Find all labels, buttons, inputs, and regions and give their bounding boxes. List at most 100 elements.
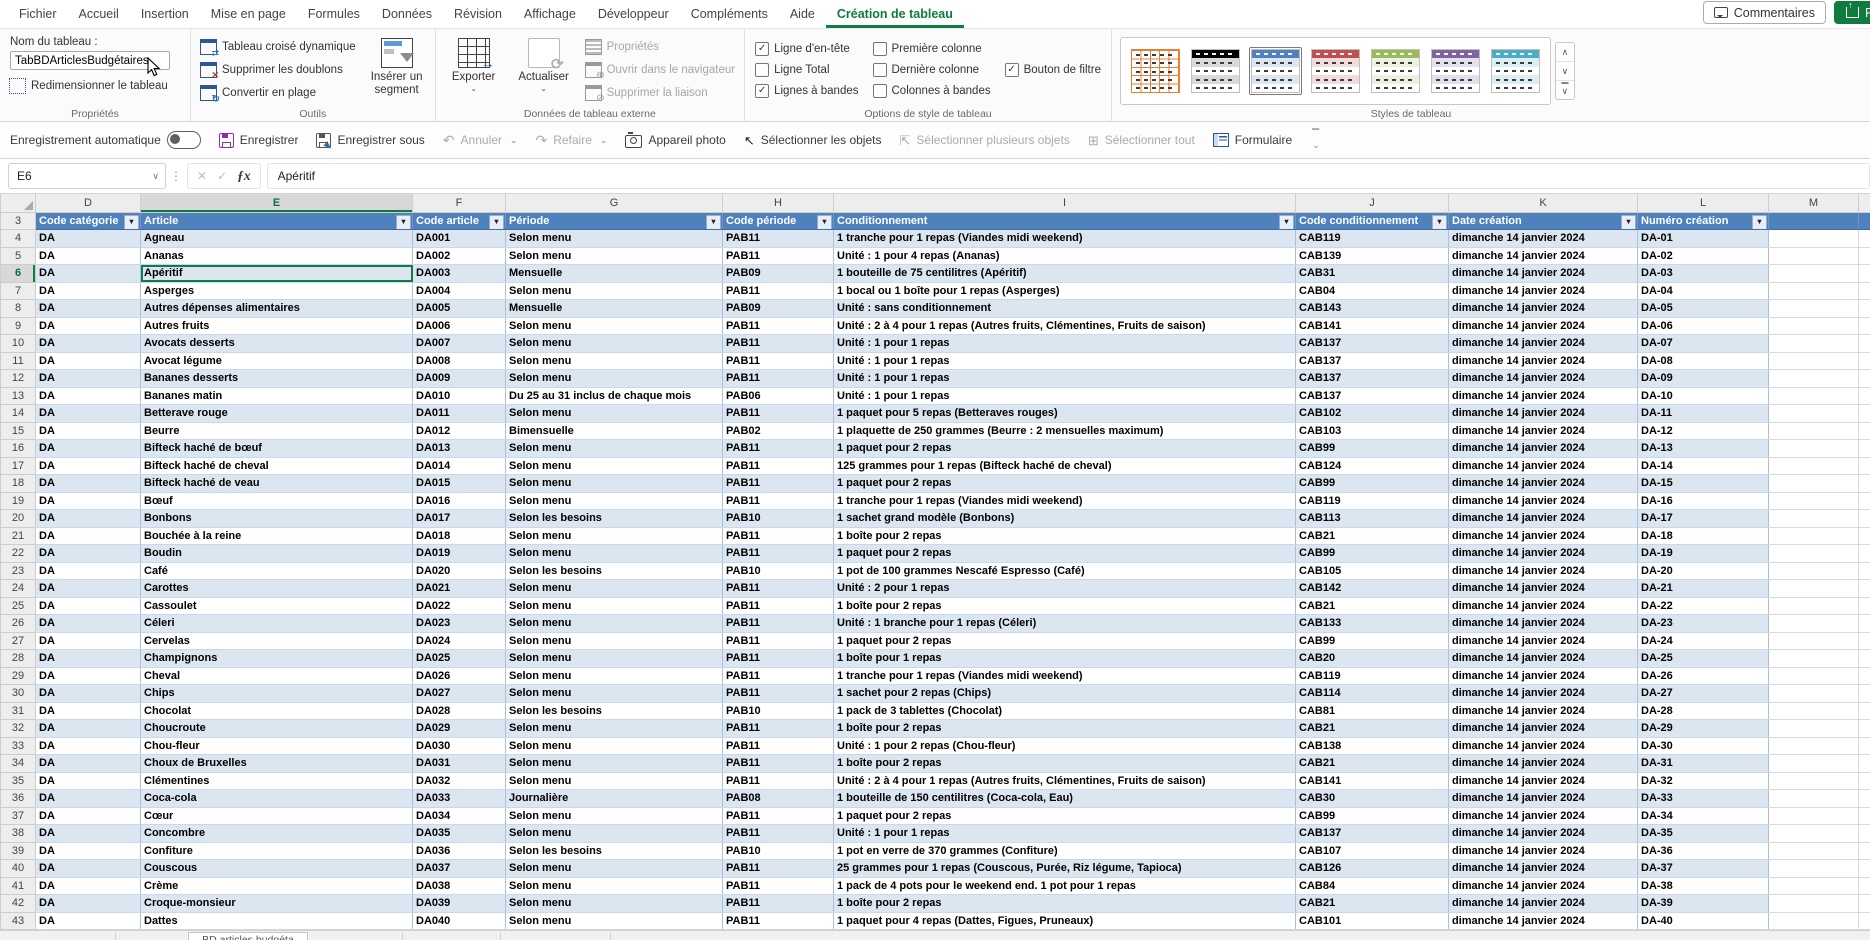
- empty-cell[interactable]: [1768, 369, 1859, 388]
- cell-K7[interactable]: dimanche 14 janvier 2024: [1448, 282, 1638, 300]
- cell-I43[interactable]: 1 paquet pour 4 repas (Dattes, Figues, P…: [833, 912, 1296, 930]
- empty-cell[interactable]: [1858, 457, 1870, 475]
- row-header-34[interactable]: 34: [0, 754, 36, 773]
- cell-D9[interactable]: DA: [35, 317, 141, 335]
- cell-I16[interactable]: 1 paquet pour 2 repas: [833, 439, 1296, 458]
- row-header-33[interactable]: 33: [0, 737, 36, 755]
- cell-F20[interactable]: DA017: [412, 509, 506, 528]
- cell-D24[interactable]: DA: [35, 579, 141, 598]
- cell-I15[interactable]: 1 plaquette de 250 grammes (Beurre : 2 m…: [833, 422, 1296, 440]
- empty-cell[interactable]: [1858, 754, 1870, 773]
- cell-L17[interactable]: DA-14: [1637, 457, 1769, 475]
- cell-H38[interactable]: PAB11: [722, 824, 834, 843]
- table-column-header[interactable]: Numéro création ▼: [1637, 212, 1769, 230]
- cell-K20[interactable]: dimanche 14 janvier 2024: [1448, 509, 1638, 528]
- cell-G6[interactable]: Mensuelle: [505, 264, 723, 283]
- cell-H8[interactable]: PAB09: [722, 299, 834, 318]
- remove-duplicates-button[interactable]: Supprimer les doublons: [197, 60, 359, 81]
- style-option-derni-re-colonne[interactable]: Dernière colonne: [872, 63, 991, 77]
- empty-cell[interactable]: [1768, 632, 1859, 650]
- cell-I19[interactable]: 1 tranche pour 1 repas (Viandes midi wee…: [833, 492, 1296, 510]
- autosave-toggle[interactable]: [166, 131, 201, 149]
- cell-D17[interactable]: DA: [35, 457, 141, 475]
- active-sheet-tab[interactable]: BD articles budgéta: [188, 932, 308, 940]
- cell-I10[interactable]: Unité : 1 pour 1 repas: [833, 334, 1296, 353]
- row-header-24[interactable]: 24: [0, 579, 36, 598]
- empty-cell[interactable]: [1858, 474, 1870, 493]
- cell-G19[interactable]: Selon menu: [505, 492, 723, 510]
- cell-D35[interactable]: DA: [35, 772, 141, 790]
- empty-cell[interactable]: [1858, 877, 1870, 895]
- cell-K22[interactable]: dimanche 14 janvier 2024: [1448, 544, 1638, 563]
- menu-tab-aide[interactable]: Aide: [789, 7, 815, 21]
- cell-J4[interactable]: CAB119: [1295, 229, 1449, 248]
- cell-D34[interactable]: DA: [35, 754, 141, 773]
- cell-J13[interactable]: CAB137: [1295, 387, 1449, 405]
- cell-E19[interactable]: Bœuf: [140, 492, 413, 510]
- cell-G43[interactable]: Selon menu: [505, 912, 723, 930]
- cell-J7[interactable]: CAB04: [1295, 282, 1449, 300]
- cell-J27[interactable]: CAB99: [1295, 632, 1449, 650]
- cell-D16[interactable]: DA: [35, 439, 141, 458]
- table-style-swatch-black[interactable]: [1189, 47, 1242, 95]
- cell-J31[interactable]: CAB81: [1295, 702, 1449, 720]
- cell-G18[interactable]: Selon menu: [505, 474, 723, 493]
- comments-button[interactable]: Commentaires: [1702, 1, 1826, 24]
- cell-K40[interactable]: dimanche 14 janvier 2024: [1448, 859, 1638, 878]
- cell-E6[interactable]: Apéritif: [140, 264, 413, 283]
- cell-D25[interactable]: DA: [35, 597, 141, 615]
- redo-button[interactable]: ↷ Refaire ⌄: [535, 132, 608, 148]
- cell-D11[interactable]: DA: [35, 352, 141, 370]
- cell-D28[interactable]: DA: [35, 649, 141, 668]
- cell-F26[interactable]: DA023: [412, 614, 506, 633]
- empty-cell[interactable]: [1768, 824, 1859, 843]
- column-header-L[interactable]: L: [1637, 194, 1769, 213]
- cell-G29[interactable]: Selon menu: [505, 667, 723, 685]
- cell-H24[interactable]: PAB11: [722, 579, 834, 598]
- empty-cell[interactable]: [1768, 492, 1859, 510]
- column-header-J[interactable]: J: [1295, 194, 1449, 213]
- cell-F39[interactable]: DA036: [412, 842, 506, 860]
- cell-K36[interactable]: dimanche 14 janvier 2024: [1448, 789, 1638, 808]
- cell-L30[interactable]: DA-27: [1637, 684, 1769, 703]
- empty-cell[interactable]: [1768, 597, 1859, 615]
- share-button[interactable]: Partager: [1834, 0, 1870, 24]
- style-option-ligne-d-en-t-te[interactable]: ✓ Ligne d'en-tête: [755, 42, 858, 56]
- cell-H32[interactable]: PAB11: [722, 719, 834, 738]
- empty-cell[interactable]: [1768, 247, 1859, 265]
- empty-cell[interactable]: [1858, 544, 1870, 563]
- table-column-header[interactable]: Code période ▼: [722, 212, 834, 230]
- cell-G33[interactable]: Selon menu: [505, 737, 723, 755]
- cell-J43[interactable]: CAB101: [1295, 912, 1449, 930]
- row-header-20[interactable]: 20: [0, 509, 36, 528]
- cell-I39[interactable]: 1 pot en verre de 370 grammes (Confiture…: [833, 842, 1296, 860]
- menu-tab-données[interactable]: Données: [381, 7, 432, 21]
- cell-L42[interactable]: DA-39: [1637, 894, 1769, 913]
- cell-I8[interactable]: Unité : sans conditionnement: [833, 299, 1296, 318]
- cell-L35[interactable]: DA-32: [1637, 772, 1769, 790]
- menu-tab-fichier[interactable]: Fichier: [19, 7, 57, 21]
- cell-I28[interactable]: 1 boîte pour 1 repas: [833, 649, 1296, 668]
- empty-cell[interactable]: [1858, 352, 1870, 370]
- cell-J18[interactable]: CAB99: [1295, 474, 1449, 493]
- column-header-D[interactable]: D: [35, 194, 141, 213]
- cell-G31[interactable]: Selon les besoins: [505, 702, 723, 720]
- cell-J29[interactable]: CAB119: [1295, 667, 1449, 685]
- cell-I27[interactable]: 1 paquet pour 2 repas: [833, 632, 1296, 650]
- cell-G22[interactable]: Selon menu: [505, 544, 723, 563]
- cell-K14[interactable]: dimanche 14 janvier 2024: [1448, 404, 1638, 423]
- cell-G11[interactable]: Selon menu: [505, 352, 723, 370]
- cell-F11[interactable]: DA008: [412, 352, 506, 370]
- cell-H25[interactable]: PAB11: [722, 597, 834, 615]
- empty-cell[interactable]: [1768, 509, 1859, 528]
- cell-E33[interactable]: Chou-fleur: [140, 737, 413, 755]
- cell-G15[interactable]: Bimensuelle: [505, 422, 723, 440]
- cell-J11[interactable]: CAB137: [1295, 352, 1449, 370]
- pivot-table-button[interactable]: Tableau croisé dynamique: [197, 37, 359, 59]
- column-header-M[interactable]: M: [1768, 194, 1859, 213]
- menu-tab-création-de-tableau[interactable]: Création de tableau: [826, 0, 964, 28]
- empty-cell[interactable]: [1858, 614, 1870, 633]
- cell-L38[interactable]: DA-35: [1637, 824, 1769, 843]
- cell-D5[interactable]: DA: [35, 247, 141, 265]
- menu-tab-affichage[interactable]: Affichage: [523, 7, 576, 21]
